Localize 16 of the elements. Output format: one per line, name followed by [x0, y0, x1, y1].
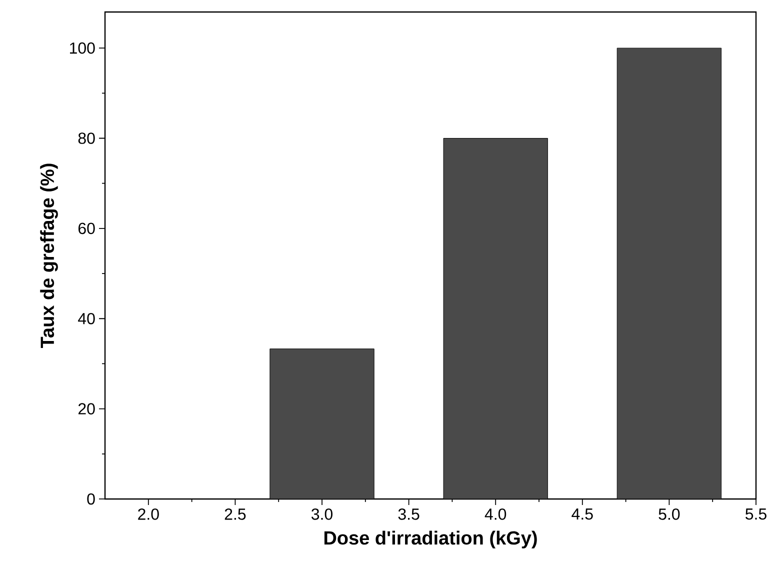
- y-axis-title: Taux de greffage (%): [40, 164, 58, 348]
- x-tick-label: 4.5: [572, 508, 593, 520]
- x-tick-label: 3.5: [398, 508, 420, 520]
- y-tick-label: 0: [87, 493, 95, 505]
- y-tick-label: 80: [78, 132, 95, 144]
- x-tick-label: 5.0: [658, 508, 680, 520]
- x-tick-label: 2.5: [224, 508, 246, 520]
- y-tick-label: 100: [70, 42, 95, 54]
- x-tick-label: 2.0: [138, 508, 159, 520]
- x-tick-label: 4.0: [484, 508, 506, 520]
- x-tick-label: 3.0: [311, 508, 332, 520]
- y-tick-label: 60: [78, 222, 95, 234]
- x-axis-title: Dose d'irradiation (kGy): [324, 530, 537, 548]
- y-tick-label: 20: [78, 403, 95, 414]
- y-tick-label: 40: [78, 312, 95, 324]
- x-tick-label: 5.5: [746, 508, 766, 520]
